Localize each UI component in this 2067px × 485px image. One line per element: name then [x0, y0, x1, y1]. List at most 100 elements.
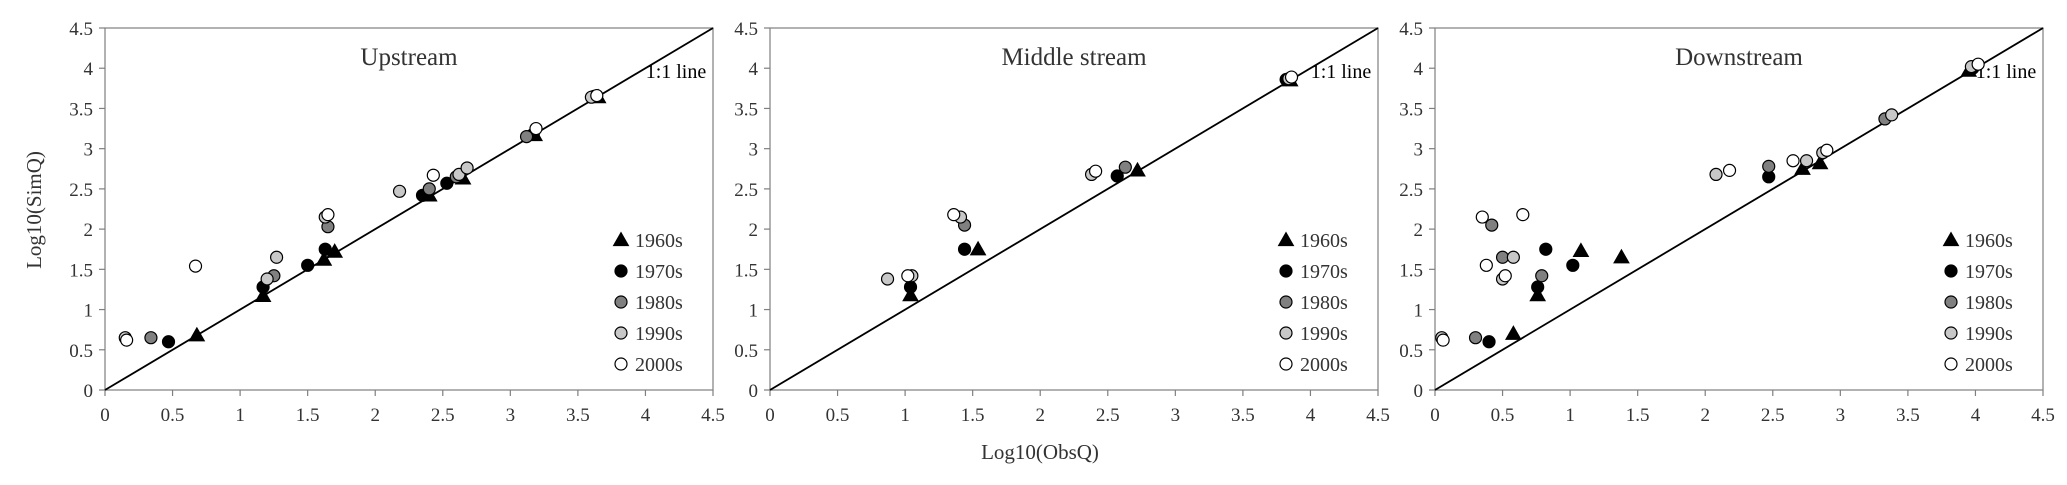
- panels: 0 0.5 1 1.5 2 2.5 3 3.5 4 4.5 0 0.5 1 1.5 2 2.5 3 3.5 4 4.5…: [69, 19, 2055, 426]
- data-point: [1613, 248, 1630, 264]
- x-tick-label: 1: [900, 405, 910, 426]
- data-point: [1531, 280, 1545, 294]
- y-tick-label: 0.5: [734, 341, 758, 362]
- data-point: [1436, 333, 1450, 347]
- series-1970s: [161, 127, 540, 349]
- series-1970s: [1482, 61, 1980, 349]
- legend-label: 2000s: [635, 354, 683, 376]
- data-point: [188, 259, 203, 273]
- legend-label: 1990s: [1965, 323, 2013, 345]
- series-1960s: [1505, 62, 1978, 340]
- series-1990s: [1435, 60, 1978, 345]
- data-point: [880, 272, 895, 286]
- y-tick-label: 2.5: [734, 180, 758, 201]
- one-to-one-line-label: 1:1 line: [646, 61, 707, 83]
- x-tick-label: 4.5: [2031, 405, 2055, 426]
- y-tick-label: 1: [1414, 301, 1424, 322]
- data-point: [144, 331, 158, 345]
- legend-item-1960s: 1960s: [1277, 230, 1348, 252]
- y-tick-label: 0.5: [69, 341, 93, 362]
- data-point: [1722, 163, 1737, 177]
- y-tick-label: 1.5: [734, 260, 758, 281]
- data-point: [422, 182, 436, 196]
- y-tick-label: 3.5: [69, 99, 93, 120]
- y-tick-label: 4: [749, 59, 759, 80]
- data-point: [260, 272, 274, 286]
- legend-marker: [614, 357, 628, 371]
- x-tick-label: 3: [506, 405, 516, 426]
- data-point: [1786, 154, 1800, 168]
- legend-item-1970s: 1970s: [614, 261, 683, 283]
- legend-item-1990s: 1990s: [1279, 323, 1348, 345]
- y-tick-label: 3: [1414, 140, 1424, 161]
- x-tick-label: 0: [100, 405, 110, 426]
- x-tick-label: 3.5: [566, 405, 590, 426]
- legend-item-1980s: 1980s: [614, 292, 683, 314]
- series-2000s: [1436, 57, 1985, 347]
- series-1980s: [957, 160, 1132, 232]
- data-point: [460, 161, 474, 175]
- series-2000s: [901, 70, 1299, 283]
- data-point: [161, 335, 176, 349]
- legend-marker: [614, 264, 628, 278]
- data-point: [1529, 286, 1547, 302]
- y-tick-label: 1: [84, 301, 94, 322]
- legend-marker: [1277, 231, 1295, 247]
- x-tick-label: 2: [1035, 405, 1045, 426]
- legend-item-2000s: 2000s: [614, 354, 683, 376]
- legend-label: 1970s: [1965, 261, 2013, 283]
- legend-label: 1960s: [1300, 230, 1348, 252]
- data-point: [1566, 258, 1580, 272]
- y-tick-label: 0.5: [1399, 341, 1423, 362]
- legend-marker: [614, 295, 628, 309]
- data-point: [318, 242, 332, 256]
- legend-label: 1980s: [635, 292, 683, 314]
- data-point: [1089, 164, 1103, 178]
- y-tick-label: 2: [1414, 220, 1424, 241]
- data-point: [529, 121, 543, 136]
- legend-marker: [1944, 264, 1958, 278]
- x-tick-label: 0: [765, 405, 775, 426]
- data-point: [1539, 242, 1553, 256]
- x-tick-label: 1.5: [296, 405, 320, 426]
- legend-label: 1980s: [1300, 292, 1348, 314]
- legend-marker: [1279, 326, 1293, 340]
- legend-marker: [614, 326, 628, 340]
- data-point: [440, 176, 454, 190]
- y-tick-label: 2.5: [69, 180, 93, 201]
- x-tick-label: 4: [641, 405, 651, 426]
- legend-label: 1990s: [1300, 323, 1348, 345]
- one-to-one-line: [1434, 27, 2044, 391]
- series-2000s: [120, 88, 604, 347]
- legend-item-1980s: 1980s: [1944, 292, 2013, 314]
- data-point: [1820, 143, 1834, 157]
- y-tick-label: 4: [1414, 59, 1424, 80]
- data-point: [301, 258, 315, 272]
- data-point: [947, 208, 961, 222]
- legend-label: 1970s: [635, 261, 683, 283]
- panel-3: 0 0.5 1 1.5 2 2.5 3 3.5 4 4.5 0 0.5 1 1.5 2 2.5 3 3.5 4 4.5…: [1399, 19, 2055, 426]
- legend-item-1970s: 1970s: [1944, 261, 2013, 283]
- y-tick-label: 0: [1414, 381, 1424, 402]
- data-point: [969, 240, 987, 256]
- legend-label: 1980s: [1965, 292, 2013, 314]
- legend-item-2000s: 2000s: [1944, 354, 2013, 376]
- x-tick-label: 3.5: [1231, 405, 1255, 426]
- data-point: [392, 184, 407, 198]
- y-tick-label: 1.5: [69, 260, 93, 281]
- data-point: [1129, 161, 1146, 177]
- legend-item-1980s: 1980s: [1279, 292, 1348, 314]
- legend-marker: [1944, 326, 1958, 340]
- data-point: [902, 286, 919, 302]
- data-point: [1535, 269, 1549, 283]
- x-tick-label: 3: [1836, 405, 1846, 426]
- data-point: [1468, 331, 1483, 345]
- data-point: [1811, 154, 1829, 170]
- legend-label: 1960s: [1965, 230, 2013, 252]
- legend: 1960s 1970s 1980s 1990s 2000s: [1277, 230, 1348, 376]
- panel-title: Downstream: [1675, 44, 1803, 71]
- data-point: [315, 251, 333, 266]
- data-point: [1482, 335, 1496, 349]
- data-point: [1475, 210, 1489, 224]
